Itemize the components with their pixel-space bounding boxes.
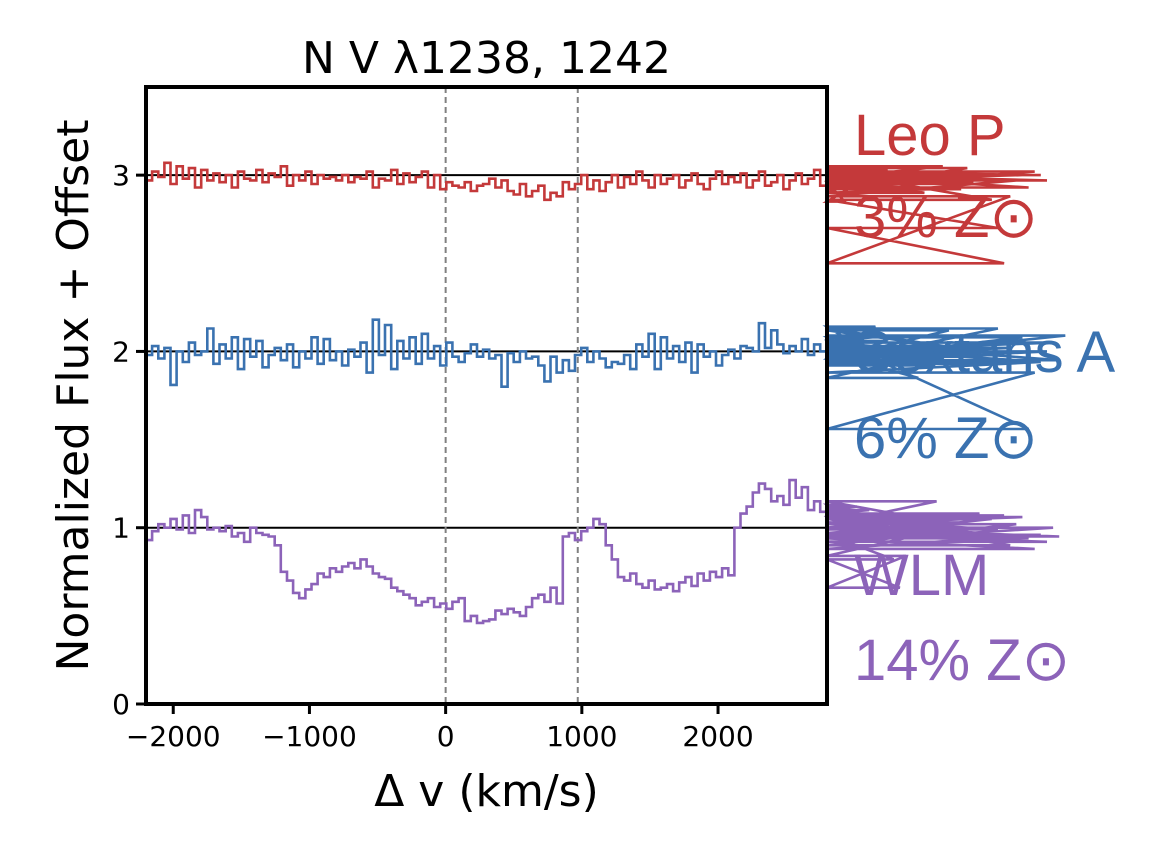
y-tick-label: 3 <box>112 159 130 192</box>
legend-metallicity-leo-p: 3% Z⊙ <box>854 185 1038 250</box>
legend-label-sextans-a: Sextans A <box>854 320 1115 385</box>
legend-label-leo-p: Leo P <box>854 103 1006 168</box>
x-tick-label: −2000 <box>126 720 221 753</box>
legend-metallicity-wlm: 14% Z⊙ <box>854 628 1070 693</box>
series-group <box>146 161 1066 625</box>
x-axis-title: Δ v (km/s) <box>374 766 599 817</box>
y-tick-label: 1 <box>112 512 130 545</box>
x-tick-label: 1000 <box>546 720 617 753</box>
legend-label-wlm: WLM <box>854 543 989 608</box>
y-tick-label: 0 <box>112 688 130 721</box>
plot-frame <box>144 85 829 706</box>
legend: Leo P 3% Z⊙ Sextans A 6% Z⊙ WLM 14% Z⊙ <box>854 103 1115 693</box>
legend-metallicity-sextans-a: 6% Z⊙ <box>854 406 1038 471</box>
chart-title: N V λ1238, 1242 <box>302 33 671 84</box>
reference-lines <box>146 174 827 529</box>
x-tick-label: −1000 <box>262 720 357 753</box>
series-line-leo-p <box>146 161 1048 265</box>
series-line-wlm <box>146 478 1060 625</box>
y-tick-label: 2 <box>112 335 130 368</box>
y-axis-ticks: 0 1 2 3 <box>112 159 146 721</box>
y-axis-title: Normalized Flux + Offset <box>48 120 99 672</box>
x-tick-label: 2000 <box>682 720 753 753</box>
series-line-sextans-a <box>146 318 1066 431</box>
x-axis-ticks: −2000 −1000 0 1000 2000 <box>126 704 754 753</box>
x-tick-label: 0 <box>437 720 455 753</box>
